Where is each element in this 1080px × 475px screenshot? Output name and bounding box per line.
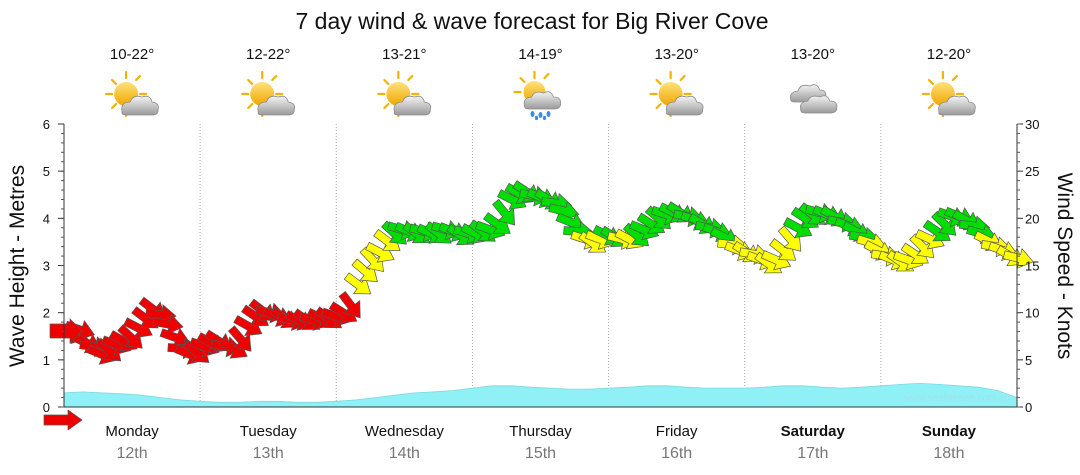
partly-cloudy-icon [649,70,705,118]
y-left-tick-label: 6 [43,117,50,132]
wind-arrow [43,409,83,431]
y-axis-left-title: Wave Height - Metres [6,165,29,367]
temperature-range: 12-22° [246,46,290,63]
y-right-tick-label: 30 [1025,117,1039,132]
day-date: 15th [525,445,556,462]
y-right-tick-label: 0 [1025,400,1032,415]
temperature-range: 13-21° [382,46,426,63]
wave-series [63,382,1018,408]
y-left-tick-label: 0 [43,400,50,415]
y-left-tick-label: 2 [43,306,50,321]
y-right-tick-label: 20 [1025,211,1039,226]
wind-arrow [338,291,361,319]
y-right-tick-label: 25 [1025,164,1039,179]
y-left-tick-label: 3 [43,259,50,274]
wind-arrow [49,318,83,344]
y-left-tick-label: 1 [43,353,50,368]
cloudy-icon [790,84,838,114]
rain-icon [513,70,562,120]
daily-forecast: 10-22° 12-22° 13-21° 14-19° 13-20° 13-20° 12-2… [104,46,977,120]
partly-cloudy-icon [921,70,977,118]
y-left-tick-label: 4 [43,211,50,226]
y-right-tick-label: 5 [1025,353,1032,368]
y-axis-right-title: Wind Speed - Knots [1053,173,1076,360]
day-date: 17th [797,445,828,462]
day-name: Wednesday [365,423,444,440]
temperature-range: 10-22° [110,46,154,63]
partly-cloudy-icon [241,70,296,118]
day-name: Thursday [509,423,572,440]
day-name: Sunday [922,423,977,440]
temperature-range: 13-20° [654,46,698,63]
temperature-range: 13-20° [791,46,835,63]
day-name: Monday [105,423,159,440]
day-date: 16th [661,445,692,462]
day-labels: Monday 12th Tuesday 13th Wednesday 14th Thursd… [105,423,976,462]
day-name: Friday [656,423,698,440]
temperature-range: 14-19° [518,46,562,63]
day-date: 13th [253,445,284,462]
chart-title: 7 day wind & wave forecast for Big River… [296,8,769,34]
day-date: 14th [389,445,420,462]
partly-cloudy-icon [104,70,160,118]
wave-height-area [63,382,1018,408]
y-right-tick-label: 10 [1025,306,1039,321]
y-left-tick-label: 5 [43,164,50,179]
temperature-range: 12-20° [927,46,971,63]
partly-cloudy-icon [377,70,432,118]
day-name: Saturday [781,423,846,440]
day-date: 18th [933,445,964,462]
axes: 0 1 2 3 4 5 6 0 5 10 15 20 25 30 [43,117,1040,415]
day-name: Tuesday [240,423,297,440]
grid [199,124,882,407]
wind-series [43,180,1034,431]
day-date: 12th [117,445,148,462]
y-right-tick-label: 15 [1025,259,1039,274]
watermark: www.seabreeze.com.au [903,393,1010,404]
